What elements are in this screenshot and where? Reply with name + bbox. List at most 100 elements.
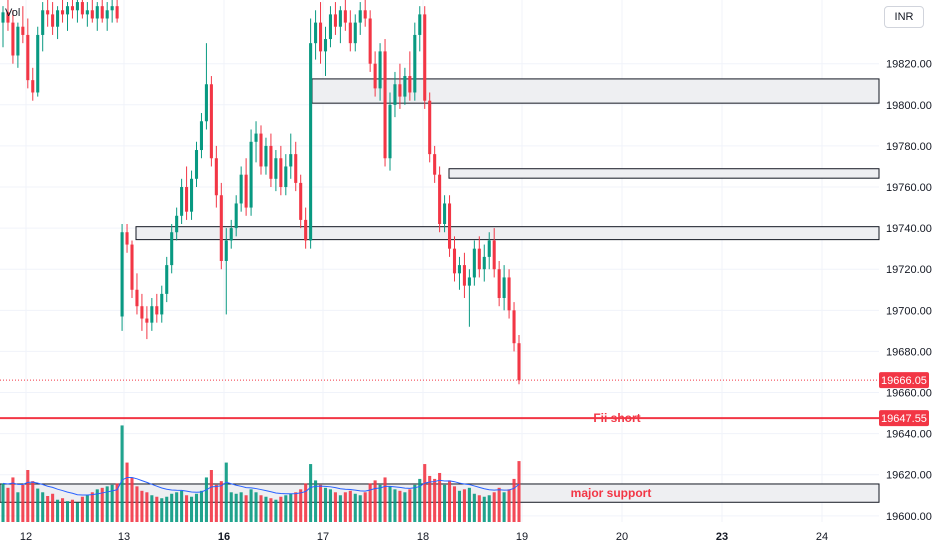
volume-bar: [433, 478, 437, 522]
volume-bar: [6, 487, 10, 522]
y-tick-label: 19800.00: [886, 100, 932, 112]
volume-bar: [155, 496, 159, 522]
candle-body: [224, 240, 228, 261]
candle-body: [180, 187, 184, 216]
volume-bar: [175, 492, 179, 522]
candle-body: [229, 228, 233, 241]
volume-bar: [190, 496, 194, 522]
volume-bars: [1, 425, 521, 522]
volume-bar: [467, 487, 471, 522]
candle-body: [393, 84, 397, 105]
candle-body: [61, 10, 65, 15]
volume-bar: [140, 490, 144, 522]
volume-bar: [264, 496, 268, 522]
volume-bar: [135, 486, 139, 522]
y-tick-label: 19660.00: [886, 388, 932, 400]
supply-zone-2: [448, 168, 880, 179]
volume-bar: [100, 487, 104, 522]
x-tick-label: 13: [118, 531, 130, 543]
volume-bar: [353, 493, 357, 522]
volume-bar: [16, 492, 20, 522]
candle-body: [160, 293, 164, 315]
candle-body: [309, 43, 313, 241]
candle-body: [413, 34, 417, 93]
volume-bar: [299, 489, 303, 522]
volume-bar: [328, 489, 332, 522]
volume-bar: [125, 462, 129, 522]
candle-body: [140, 306, 144, 319]
volume-bar: [309, 464, 313, 522]
volume-bar: [61, 498, 65, 522]
volume-bar: [294, 492, 298, 522]
volume-bar: [115, 483, 119, 522]
volume-bar: [180, 490, 184, 522]
candle-body: [502, 277, 506, 298]
volume-bar: [497, 487, 501, 522]
candle-body: [204, 84, 208, 122]
candle-body: [462, 265, 466, 286]
candle-body: [299, 182, 303, 220]
candle-body: [36, 34, 40, 93]
volume-bar: [358, 495, 362, 522]
volume-bar: [244, 495, 248, 522]
volume-bar: [413, 484, 417, 522]
volume-bar: [234, 493, 238, 522]
candle-body: [234, 203, 238, 229]
currency-button[interactable]: INR: [884, 6, 924, 28]
volume-bar: [448, 480, 452, 522]
candle-body: [358, 10, 362, 23]
volume-bar: [219, 481, 223, 522]
volume-bar: [368, 483, 372, 522]
x-tick-label: 18: [417, 531, 429, 543]
candle-body: [219, 195, 223, 261]
candle-body: [110, 6, 114, 11]
x-tick-label: 16: [218, 531, 230, 543]
volume-bar: [1, 483, 5, 522]
volume-bar: [383, 477, 387, 522]
candle-body: [264, 145, 268, 167]
candle-body: [56, 10, 60, 27]
candle-body: [100, 6, 104, 19]
candle-body: [185, 187, 189, 212]
candle-body: [6, 12, 10, 23]
candle-body: [457, 265, 461, 274]
candle-body: [125, 232, 129, 245]
volume-bar: [36, 488, 40, 522]
volume-bar: [398, 490, 402, 522]
volume-bar: [194, 493, 199, 522]
candle-body: [517, 343, 521, 381]
volume-bar: [428, 475, 432, 522]
candle-body: [170, 232, 174, 266]
candle-body: [343, 10, 347, 23]
candle-body: [175, 215, 179, 233]
candle-body: [304, 219, 308, 241]
y-tick-label: 19740.00: [886, 223, 932, 235]
fii-short-price-tag-bg: [879, 410, 929, 427]
volume-bar: [41, 492, 45, 522]
candle-body: [244, 174, 248, 208]
volume-bar: [443, 484, 447, 522]
volume-bar: [214, 484, 218, 522]
volume-bar: [457, 490, 461, 522]
volume-bar: [56, 499, 60, 522]
candle-body: [165, 265, 169, 294]
candle-body: [130, 244, 134, 290]
volume-bar: [323, 487, 328, 522]
x-tick-label: 17: [317, 531, 329, 543]
candle-body: [443, 203, 447, 225]
volume-bar: [343, 492, 347, 522]
candle-body: [383, 51, 387, 159]
candle-body: [16, 26, 20, 56]
volume-bar: [90, 492, 94, 522]
candle-body: [373, 63, 377, 89]
demand-zone-1: [135, 226, 880, 241]
candle-body: [314, 22, 318, 44]
candle-body: [472, 248, 476, 278]
volume-bar: [85, 495, 89, 522]
volume-bar: [259, 495, 263, 522]
candle-body: [1, 12, 5, 23]
candle-body: [254, 133, 258, 142]
volume-label: Vol: [5, 7, 21, 19]
